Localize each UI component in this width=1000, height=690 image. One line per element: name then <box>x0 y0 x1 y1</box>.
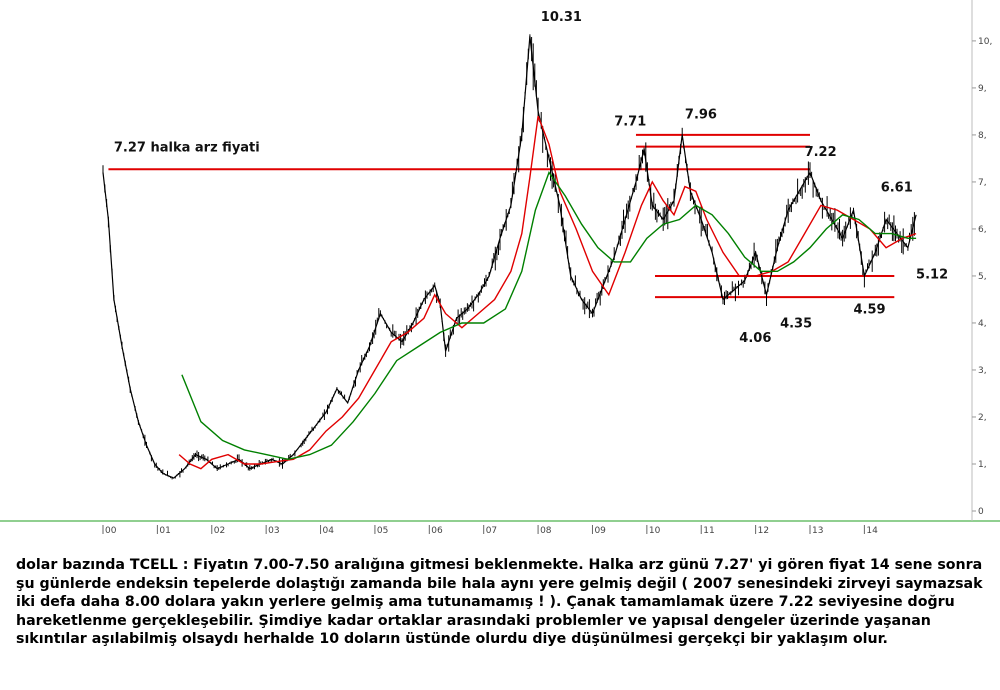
x-tick-label: 09 <box>594 526 606 536</box>
chart-commentary: dolar bazında TCELL : Fiyatın 7.00-7.50 … <box>16 557 983 648</box>
price-line <box>102 36 917 479</box>
price-annotation: 4.06 <box>739 331 771 346</box>
y-tick-label: 8, <box>978 131 987 141</box>
x-tick-label: 07 <box>486 526 497 536</box>
short-moving-average <box>178 115 917 470</box>
y-tick-label: 6, <box>978 225 987 235</box>
x-tick-label: 03 <box>268 526 279 536</box>
x-tick-label: 05 <box>377 526 388 536</box>
support-resistance-lines <box>108 133 895 299</box>
y-tick-label: 1, <box>978 460 987 470</box>
chart-baseline <box>0 0 1000 522</box>
price-annotation: 4.35 <box>780 317 812 332</box>
x-tick-label: 06 <box>431 526 443 536</box>
price-annotation: 10.31 <box>541 10 582 25</box>
x-tick-label: 10 <box>649 526 661 536</box>
price-annotations: 10.31 7.27 halka arz fiyati 7.71 7.96 7.22 6.… <box>114 10 948 346</box>
price-annotation: 7.96 <box>685 107 717 122</box>
moving-averages <box>178 115 917 470</box>
x-tick-label: 04 <box>323 526 335 536</box>
y-tick-label: 5, <box>978 272 987 282</box>
x-tick-label: 02 <box>214 526 225 536</box>
x-tick-label: 08 <box>540 526 552 536</box>
x-tick-label: 12 <box>758 526 769 536</box>
long-moving-average <box>181 170 917 461</box>
y-tick-label: 10, <box>978 37 992 47</box>
y-tick-label: 9, <box>978 84 987 94</box>
x-axis: 00 01 02 03 04 05 06 07 08 09 10 11 12 13 14 <box>102 525 878 536</box>
y-tick-label: 3, <box>978 366 987 376</box>
y-tick-label: 7, <box>978 178 987 188</box>
y-tick-label: 2, <box>978 413 987 423</box>
x-tick-label: 13 <box>812 526 823 536</box>
x-tick-label: 11 <box>703 526 714 536</box>
y-axis: 10, 9, 8, 7, 6, 5, 4, 3, 2, 1, 0 <box>972 37 992 517</box>
x-tick-label: 14 <box>866 526 878 536</box>
price-annotation: 4.59 <box>854 303 886 318</box>
y-tick-label: 0 <box>978 507 984 517</box>
price-annotation: 5.12 <box>916 267 948 282</box>
x-tick-label: 01 <box>159 526 170 536</box>
tcell-price-chart: 10,9,8,7,6,5,4,3,2,1,0 00 01 02 03 04 05 06 07 0… <box>0 0 1000 536</box>
price-annotation: 7.22 <box>805 145 837 160</box>
y-tick-label: 4, <box>978 319 987 329</box>
price-annotation: 7.27 halka arz fiyati <box>114 140 260 155</box>
price-series <box>102 34 917 480</box>
price-annotation: 6.61 <box>881 180 913 195</box>
x-tick-label: 00 <box>105 526 117 536</box>
price-annotation: 7.71 <box>614 115 646 130</box>
